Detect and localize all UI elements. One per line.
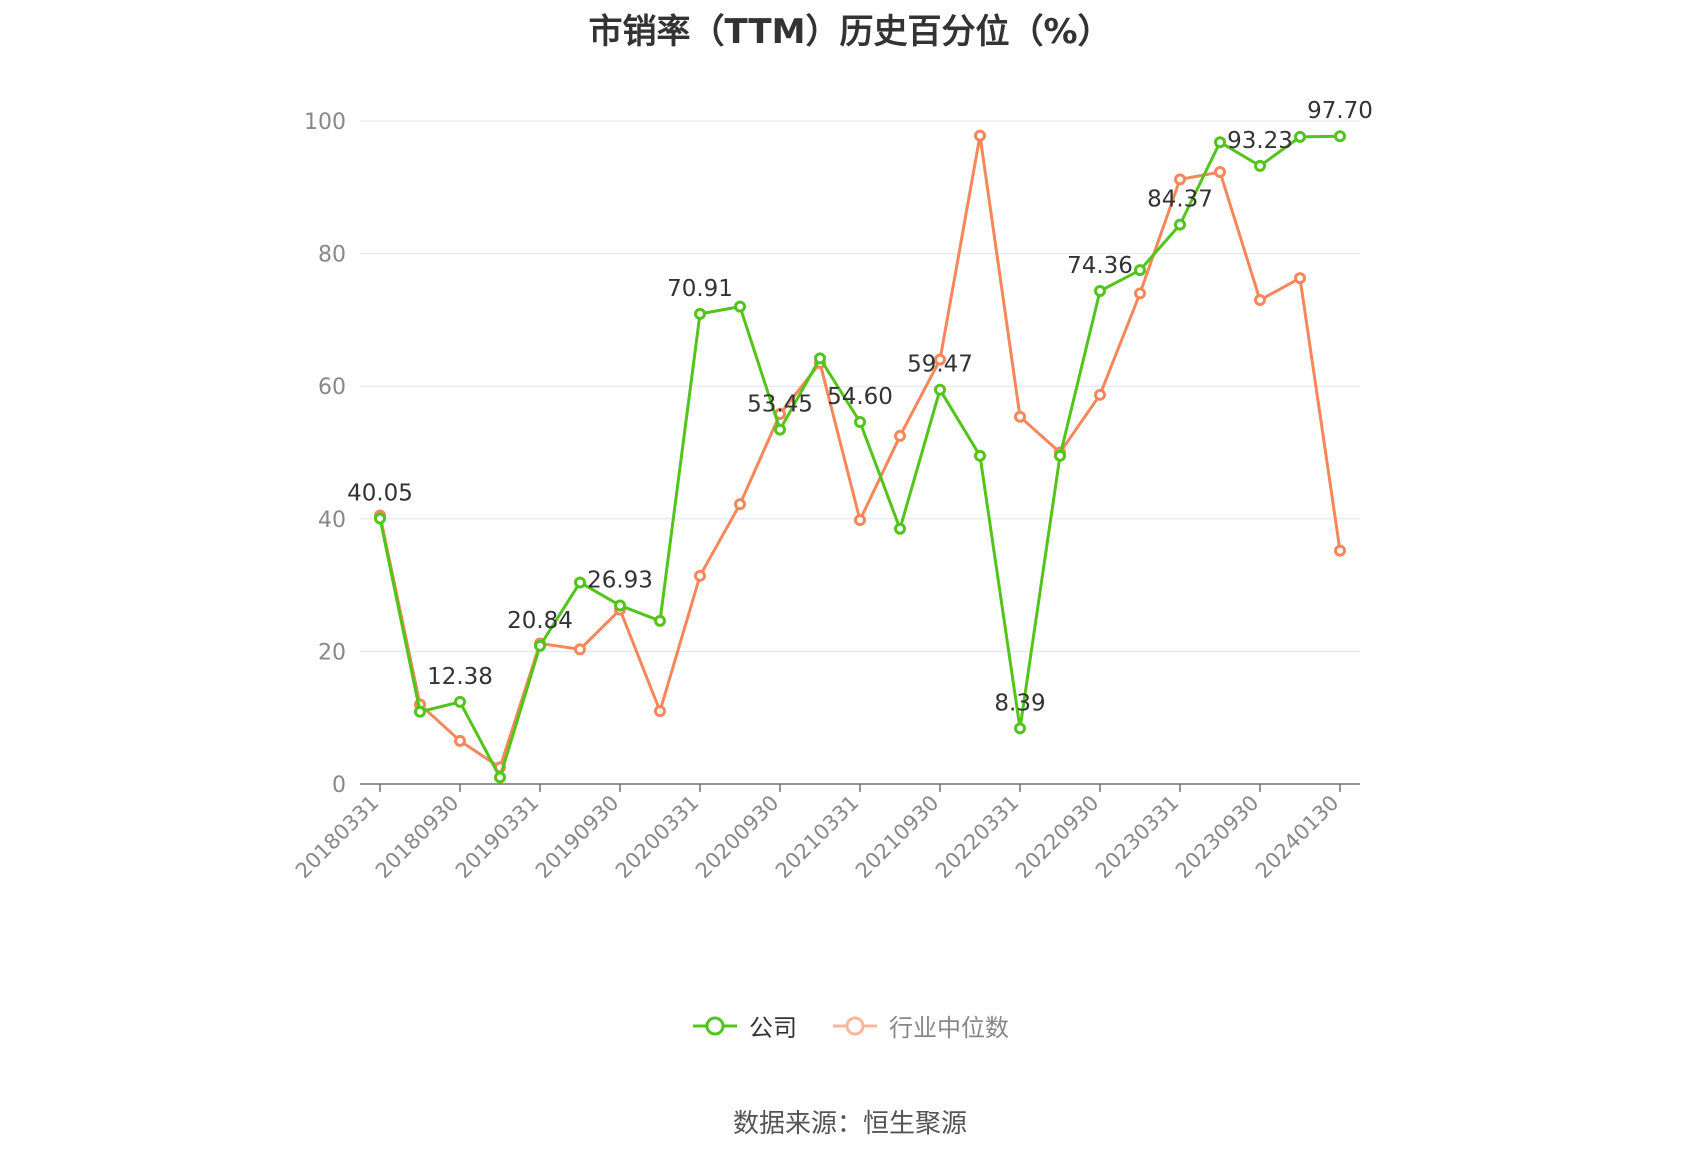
- series-line-company: [378, 134, 1341, 779]
- legend-company-symbol: [693, 1016, 737, 1035]
- data-point-industry: [974, 129, 986, 142]
- data-point-industry: [1254, 294, 1266, 307]
- data-point-industry: [1014, 410, 1026, 423]
- data-point-industry: [1134, 287, 1146, 300]
- x-tick-label: 20210331: [771, 791, 864, 884]
- data-label: 70.91: [667, 276, 733, 302]
- x-tick-label: 20190331: [451, 791, 544, 884]
- data-point-company: [1134, 264, 1146, 277]
- data-point-industry: [454, 734, 466, 747]
- y-tick-label: 60: [318, 375, 346, 400]
- legend-industry-label: 行业中位数: [889, 1014, 1009, 1042]
- data-label: 8.39: [994, 690, 1045, 716]
- data-point-industry: [1094, 388, 1106, 401]
- x-tick-label: 20190930: [531, 791, 624, 884]
- legend-industry-symbol: [833, 1016, 877, 1035]
- data-point-company: [1294, 130, 1306, 143]
- data-point-company: [1054, 449, 1066, 462]
- legend-company-label: 公司: [749, 1014, 797, 1042]
- chart-title: 市销率（TTM）历史百分位（%）: [588, 12, 1112, 52]
- data-point-company: [814, 352, 826, 365]
- data-label: 12.38: [427, 664, 493, 690]
- data-point-company: [934, 383, 946, 396]
- data-point-company: [494, 771, 506, 784]
- y-tick-label: 80: [318, 243, 346, 268]
- data-point-company: [1254, 159, 1266, 172]
- data-point-industry: [1334, 544, 1346, 557]
- data-point-industry: [734, 498, 746, 511]
- data-point-company: [1214, 136, 1226, 149]
- x-tick-label: 20220930: [1011, 791, 1104, 884]
- data-point-industry: [854, 514, 866, 527]
- x-tick-label: 20240130: [1251, 791, 1344, 884]
- data-label: 26.93: [587, 567, 653, 593]
- data-point-company: [774, 423, 786, 436]
- x-tick-label: 20200331: [611, 791, 704, 884]
- data-point-company: [1174, 218, 1186, 231]
- data-point-company: [1334, 130, 1346, 143]
- data-point-company: [614, 599, 626, 612]
- data-point-company: [454, 695, 466, 708]
- data-label: 40.05: [347, 480, 413, 506]
- data-point-industry: [1174, 173, 1186, 186]
- data-point-industry: [654, 705, 666, 718]
- legend: 公司 行业中位数: [0, 1008, 1700, 1043]
- data-point-industry: [574, 643, 586, 656]
- data-point-industry: [894, 429, 906, 442]
- data-point-company: [854, 416, 866, 429]
- x-tick-label: 20210930: [851, 791, 944, 884]
- data-label: 93.23: [1227, 128, 1293, 154]
- data-point-company: [734, 300, 746, 313]
- series-line-industry: [378, 134, 1342, 769]
- legend-item-industry[interactable]: 行业中位数: [831, 1008, 1009, 1043]
- data-point-company: [694, 307, 706, 320]
- source-note: 数据来源：恒生聚源: [732, 1109, 967, 1139]
- data-point-company: [414, 705, 426, 718]
- data-label: 53.45: [747, 392, 813, 418]
- data-point-company: [534, 639, 546, 652]
- data-point-company: [894, 522, 906, 535]
- data-point-industry: [1294, 272, 1306, 285]
- x-tick-label: 20230331: [1091, 791, 1184, 884]
- x-tick-label: 20200930: [691, 791, 784, 884]
- data-label: 54.60: [827, 384, 893, 410]
- y-tick-label: 100: [304, 110, 346, 135]
- data-point-company: [1094, 284, 1106, 297]
- data-point-company: [1014, 722, 1026, 735]
- data-point-company: [974, 449, 986, 462]
- data-point-company: [374, 512, 386, 525]
- y-tick-label: 20: [318, 640, 346, 665]
- legend-item-company[interactable]: 公司: [691, 1008, 797, 1043]
- data-label: 74.36: [1067, 253, 1133, 279]
- data-point-industry: [934, 353, 946, 366]
- data-label: 97.70: [1307, 98, 1373, 124]
- data-point-industry: [1214, 166, 1226, 179]
- x-tick-label: 20220331: [931, 791, 1024, 884]
- data-label: 59.47: [907, 352, 973, 378]
- data-point-industry: [694, 569, 706, 582]
- data-point-company: [574, 576, 586, 589]
- x-tick-label: 20180331: [291, 791, 384, 884]
- y-tick-label: 40: [318, 508, 346, 533]
- y-tick-label: 0: [332, 773, 346, 798]
- x-tick-label: 20230930: [1171, 791, 1264, 884]
- data-label: 84.37: [1147, 187, 1213, 213]
- data-point-company: [654, 614, 666, 627]
- data-label: 20.84: [507, 608, 573, 634]
- x-tick-label: 20180930: [371, 791, 464, 884]
